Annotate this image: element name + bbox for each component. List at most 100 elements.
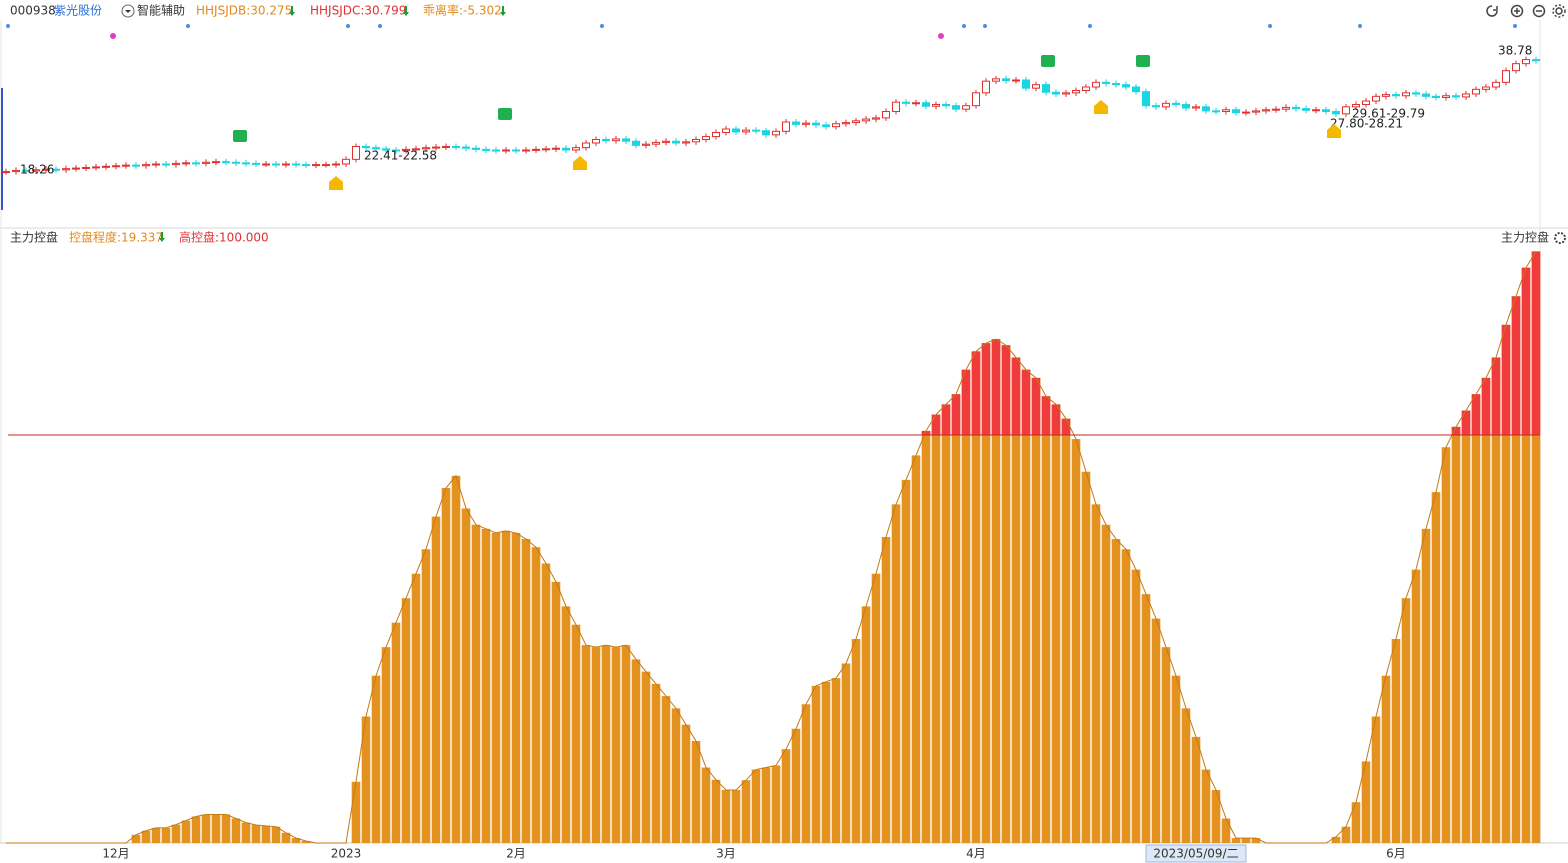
x-tick-label: 12月 (102, 847, 129, 861)
price-annotation: 22.41-22.58 (364, 149, 437, 163)
candle (512, 149, 520, 152)
bar (241, 822, 251, 843)
panel-title: 主力控盘 (10, 230, 58, 245)
candle (1362, 100, 1370, 105)
candle (1042, 84, 1050, 93)
bar (1121, 549, 1131, 843)
candle (192, 162, 200, 165)
signal-dot (600, 24, 604, 28)
bar (1411, 569, 1421, 843)
bar (461, 508, 471, 843)
bar (501, 530, 511, 843)
bar (871, 573, 881, 843)
candle (832, 123, 840, 128)
candle (1212, 110, 1220, 113)
price-annotation: 29.61-29.79 (1352, 107, 1425, 121)
candle (32, 169, 40, 172)
candle (222, 161, 230, 164)
candle (272, 163, 280, 166)
price-annotation: 18.26 (20, 163, 54, 177)
candle (1452, 95, 1460, 98)
bar (371, 675, 381, 843)
sell-signal (1041, 55, 1055, 67)
candle (92, 166, 100, 169)
candle (792, 121, 800, 125)
bar (261, 825, 271, 843)
candle (372, 147, 380, 150)
bar-excess (1451, 426, 1461, 435)
candle (582, 142, 590, 149)
candle (412, 148, 420, 151)
candle (152, 163, 160, 166)
candle (972, 92, 980, 107)
bar (1501, 324, 1511, 844)
candle (1412, 92, 1420, 95)
stock-name[interactable]: 紫光股份 (54, 4, 102, 18)
candle (742, 129, 750, 133)
bar (1421, 528, 1431, 843)
bar-excess (1011, 357, 1021, 435)
candle (52, 168, 60, 171)
candle (472, 147, 480, 150)
bar (771, 765, 781, 843)
settings-icon[interactable] (1554, 232, 1566, 244)
candle (462, 146, 470, 149)
bar (1461, 410, 1471, 843)
bar-excess (971, 351, 981, 435)
candle (1402, 92, 1410, 97)
sell-signal (233, 130, 247, 142)
x-tick-label: 2023 (331, 847, 362, 861)
candle (1222, 109, 1230, 112)
bar (631, 659, 641, 843)
assist-label[interactable]: 智能辅助 (137, 3, 185, 18)
candle (332, 163, 340, 166)
candle (132, 164, 140, 167)
candle (592, 139, 600, 144)
buy-signal (573, 156, 587, 170)
dropdown-icon[interactable] (121, 4, 135, 18)
candle (1432, 95, 1440, 99)
candle (1352, 104, 1360, 108)
bar (1111, 539, 1121, 843)
bar-excess (981, 343, 991, 435)
candle (402, 148, 410, 152)
candle (432, 146, 440, 149)
candle (202, 161, 210, 164)
candle (1232, 109, 1240, 114)
candle (562, 147, 570, 151)
candle (702, 136, 710, 140)
toolbar-icons[interactable] (1486, 4, 1566, 18)
candle (292, 163, 300, 166)
bar (1161, 647, 1171, 843)
bar (1151, 618, 1161, 843)
signal-dot (1268, 24, 1272, 28)
candle (232, 161, 240, 164)
candle (1112, 83, 1120, 86)
candle (1032, 84, 1040, 89)
candle (822, 124, 830, 128)
candle (572, 147, 580, 151)
candle (922, 102, 930, 107)
bar-excess (951, 394, 961, 435)
bar (901, 479, 911, 843)
candle (862, 118, 870, 122)
candle (1532, 59, 1540, 62)
candle (1092, 81, 1100, 88)
bar (741, 780, 751, 843)
bar (1101, 524, 1111, 843)
bar (481, 528, 491, 843)
sell-icon (1136, 55, 1150, 67)
bar (151, 827, 161, 843)
bar-excess (931, 414, 941, 435)
bar (1091, 504, 1101, 843)
bar (841, 663, 851, 843)
candle (172, 162, 180, 166)
candle (1102, 81, 1110, 85)
candle (902, 101, 910, 104)
bar (1471, 394, 1481, 843)
bar (511, 532, 521, 843)
x-tick-label: 4月 (966, 847, 986, 861)
sell-icon (498, 108, 512, 120)
bar (1041, 396, 1051, 843)
candle (802, 122, 810, 125)
